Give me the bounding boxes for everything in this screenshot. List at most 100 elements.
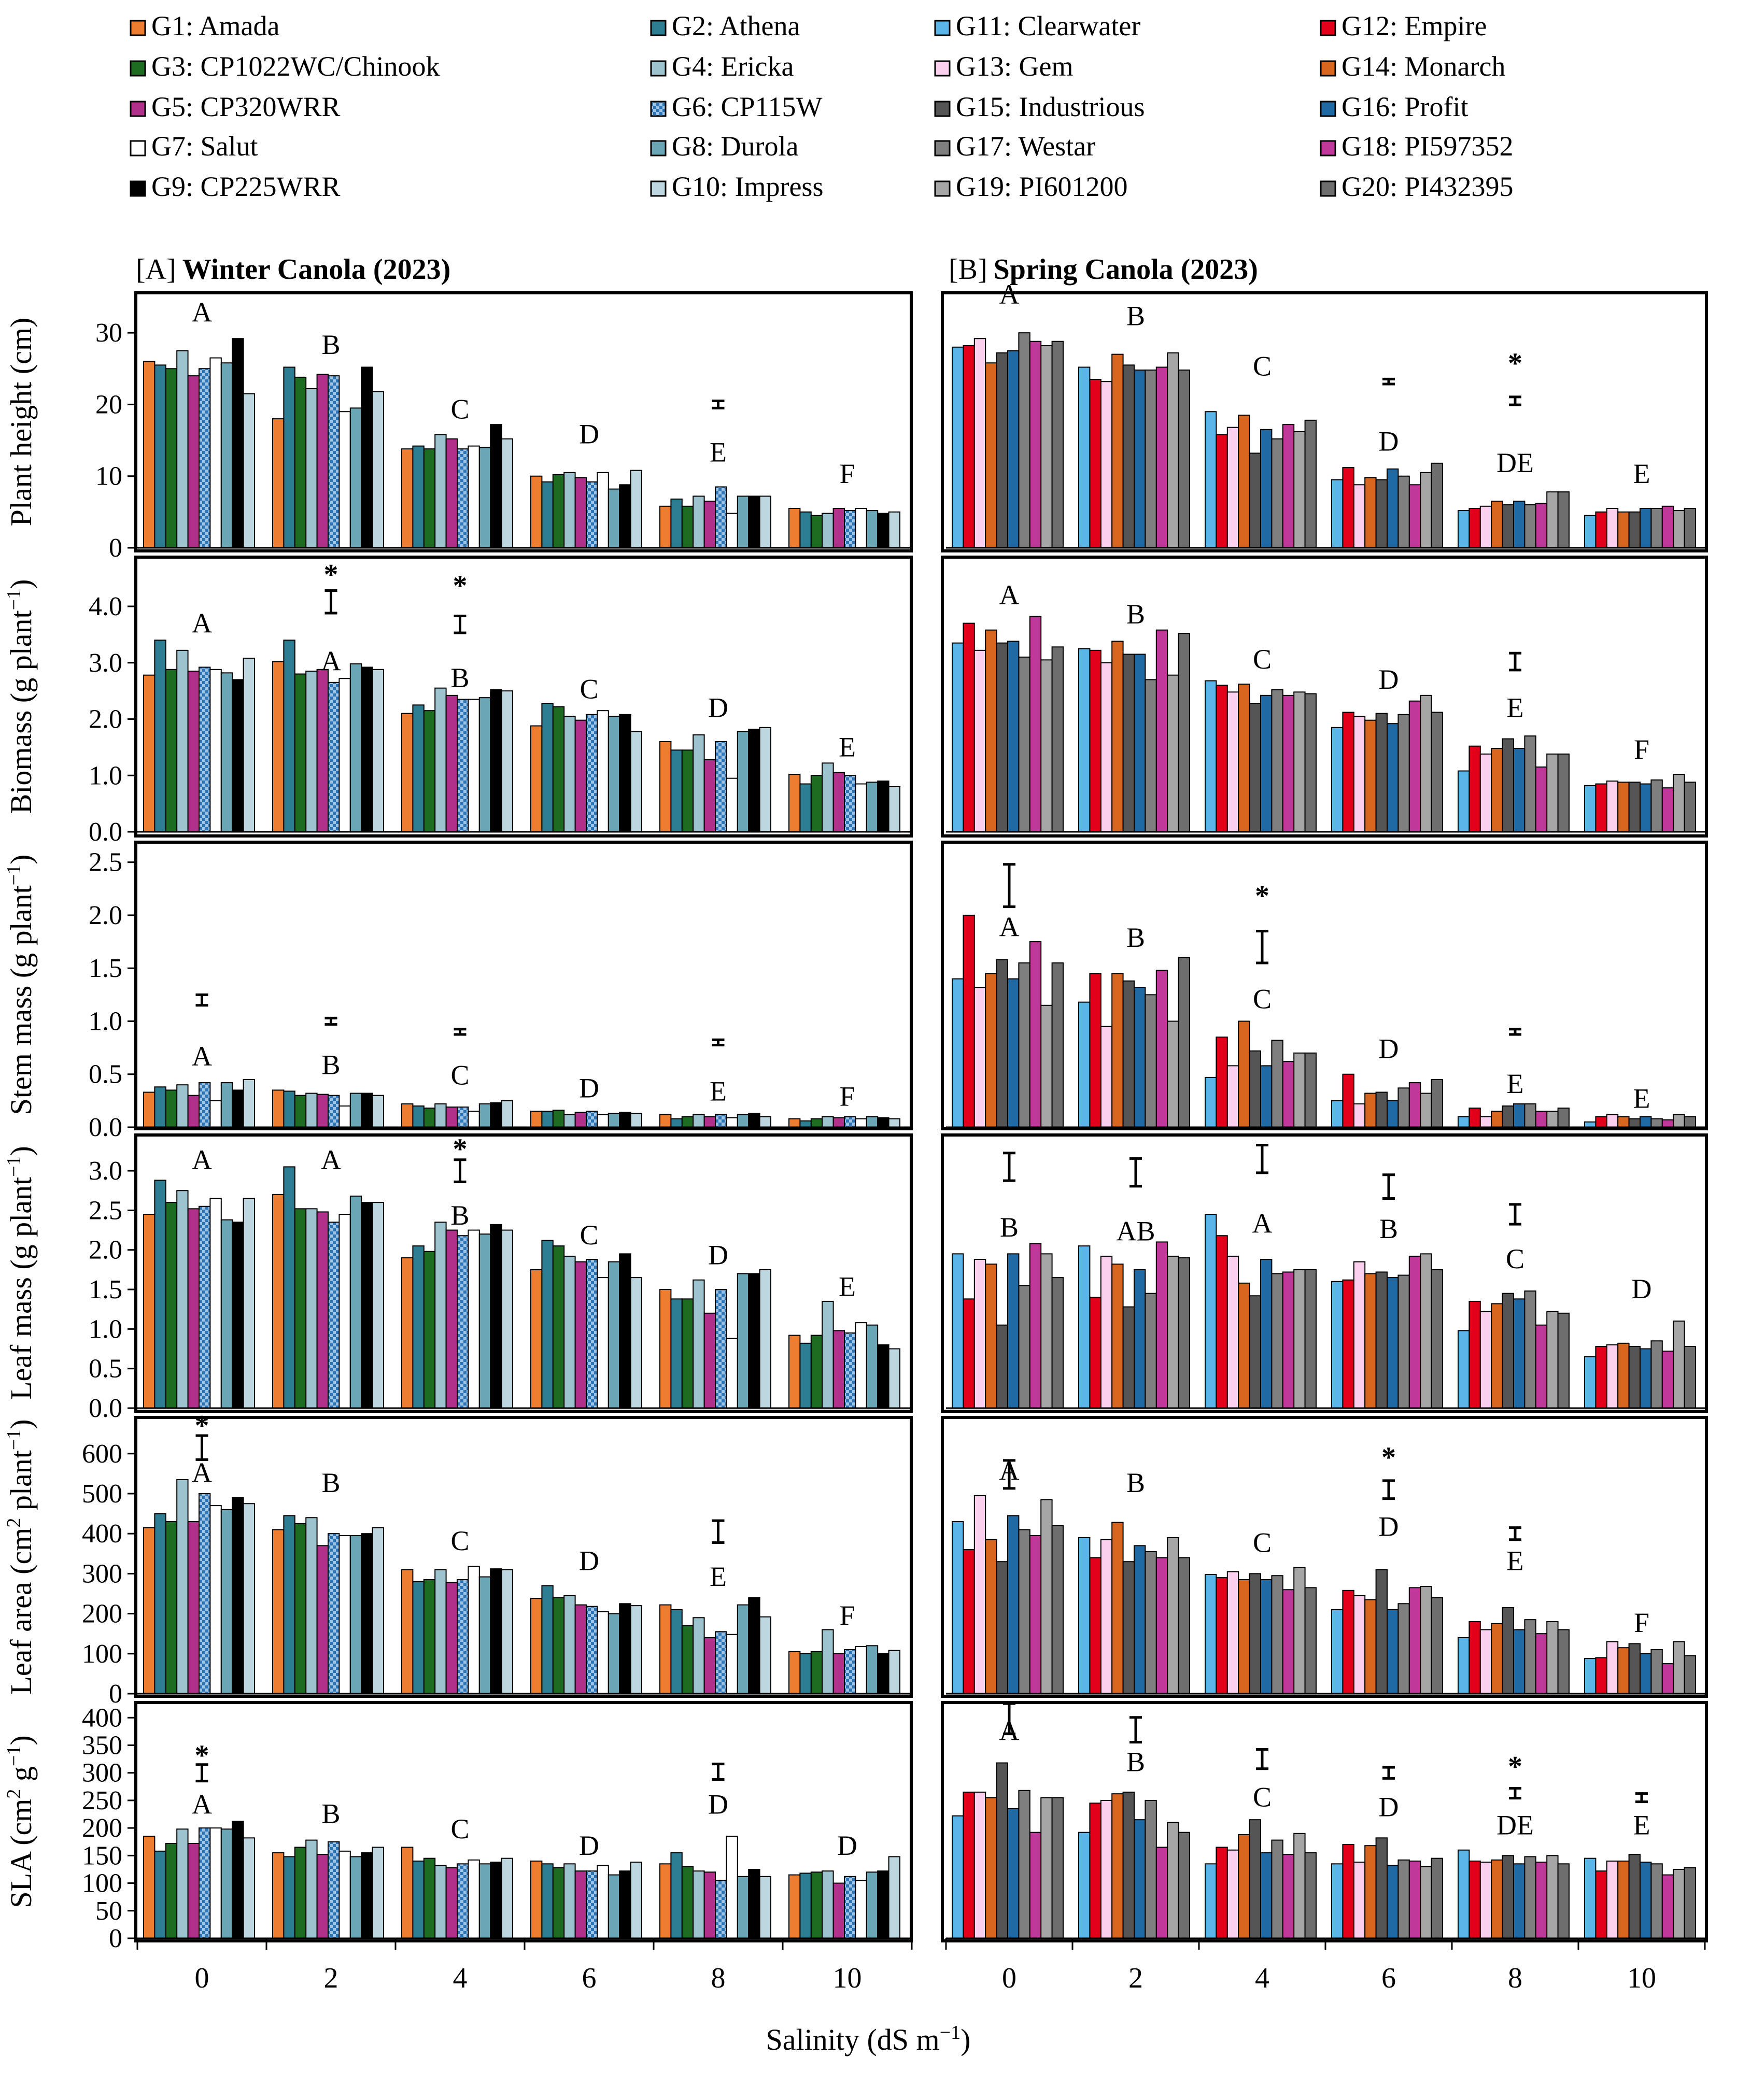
bar (1458, 1330, 1470, 1409)
bar (670, 498, 683, 548)
bar (1089, 1297, 1101, 1409)
bar (1468, 507, 1481, 549)
bar (1178, 1257, 1191, 1409)
panel-prefix: [B] (949, 253, 987, 286)
bar (220, 1509, 233, 1695)
bar (1661, 1351, 1674, 1409)
bar (305, 1517, 318, 1695)
bar (187, 375, 200, 548)
bar (1491, 501, 1503, 548)
bar (1584, 1658, 1597, 1695)
bar (434, 1103, 447, 1128)
bar (294, 1847, 307, 1939)
x-axis-title-main: Salinity (dS m (766, 2023, 940, 2056)
x-tick-label: 8 (711, 1962, 726, 1994)
bar (1100, 1026, 1113, 1128)
bar (1468, 1108, 1481, 1128)
bar (154, 1850, 166, 1939)
bar (478, 697, 491, 833)
bar (973, 1259, 986, 1409)
bar (412, 1245, 425, 1409)
bar (165, 1202, 178, 1409)
bar (1134, 1819, 1146, 1939)
legend-label: G15: Industrious (956, 91, 1145, 122)
bar (1238, 1834, 1250, 1939)
x-tick-label: 10 (833, 1962, 862, 1994)
bar (1479, 1629, 1492, 1695)
bar (1134, 1269, 1146, 1409)
bar (737, 1273, 750, 1409)
bar (1226, 427, 1239, 548)
bar (1640, 1348, 1652, 1409)
bar (328, 1841, 340, 1939)
bar (305, 1092, 318, 1128)
significance-letter: C (1506, 1243, 1524, 1274)
bar (220, 1828, 233, 1939)
bar (1122, 364, 1135, 548)
bar (1584, 785, 1597, 832)
bar (703, 1116, 716, 1128)
bar (187, 671, 200, 832)
bar (1304, 419, 1317, 549)
bar (401, 1103, 414, 1128)
bar (1420, 694, 1432, 832)
bar (996, 642, 1008, 832)
bar (1134, 370, 1146, 549)
significance-star: * (324, 559, 338, 591)
bar (726, 1634, 738, 1695)
bar (1420, 472, 1432, 548)
bar (232, 1089, 244, 1128)
bar (1100, 1255, 1113, 1409)
bar (1293, 1567, 1306, 1695)
significance-letter: F (839, 1600, 855, 1631)
y-tick-label: 300 (82, 1758, 122, 1788)
bar (1134, 1545, 1146, 1694)
bar (832, 1117, 845, 1128)
bar (457, 1863, 469, 1939)
bar (670, 1609, 683, 1695)
bar (1431, 462, 1444, 549)
significance-letter: E (1507, 1068, 1524, 1099)
x-tick-label: 0 (1002, 1962, 1016, 1994)
bar (1420, 1866, 1432, 1939)
bar (243, 1079, 256, 1128)
bar (748, 1113, 760, 1128)
bar (1007, 1253, 1020, 1409)
bar (457, 1106, 469, 1128)
bar (630, 1605, 642, 1694)
bar (586, 714, 598, 833)
bar (1282, 424, 1295, 548)
bar (328, 1095, 340, 1128)
bar (1216, 1577, 1228, 1695)
y-axis-title-part: Biomass (g plant (4, 610, 38, 814)
bar (1364, 1092, 1377, 1128)
bar (1155, 629, 1168, 833)
bar (1260, 1259, 1273, 1409)
bar (788, 1651, 801, 1695)
y-tick-label: 150 (82, 1841, 122, 1870)
bar (563, 1114, 576, 1128)
bar (294, 1095, 307, 1128)
bar (1468, 745, 1481, 832)
bar (1205, 411, 1217, 548)
bar (1640, 507, 1652, 549)
bar (1420, 1253, 1432, 1409)
bar (1040, 345, 1053, 549)
bar (1089, 649, 1101, 832)
bar (1051, 1277, 1064, 1409)
bar (1650, 507, 1663, 549)
bar (1375, 479, 1388, 549)
chart-panel-A-plant-height: A B C D E F 0 10 20 30 (95, 291, 913, 563)
bar (328, 375, 340, 548)
bar (1584, 515, 1597, 548)
bar (1040, 659, 1053, 832)
bar (478, 1103, 491, 1128)
bar (165, 368, 178, 548)
bar (608, 1261, 620, 1409)
bar (1089, 379, 1101, 548)
bar (1226, 1065, 1239, 1128)
bar (1387, 1609, 1399, 1695)
bar (154, 1513, 166, 1694)
bar (361, 1202, 373, 1409)
bar (1145, 1551, 1157, 1695)
